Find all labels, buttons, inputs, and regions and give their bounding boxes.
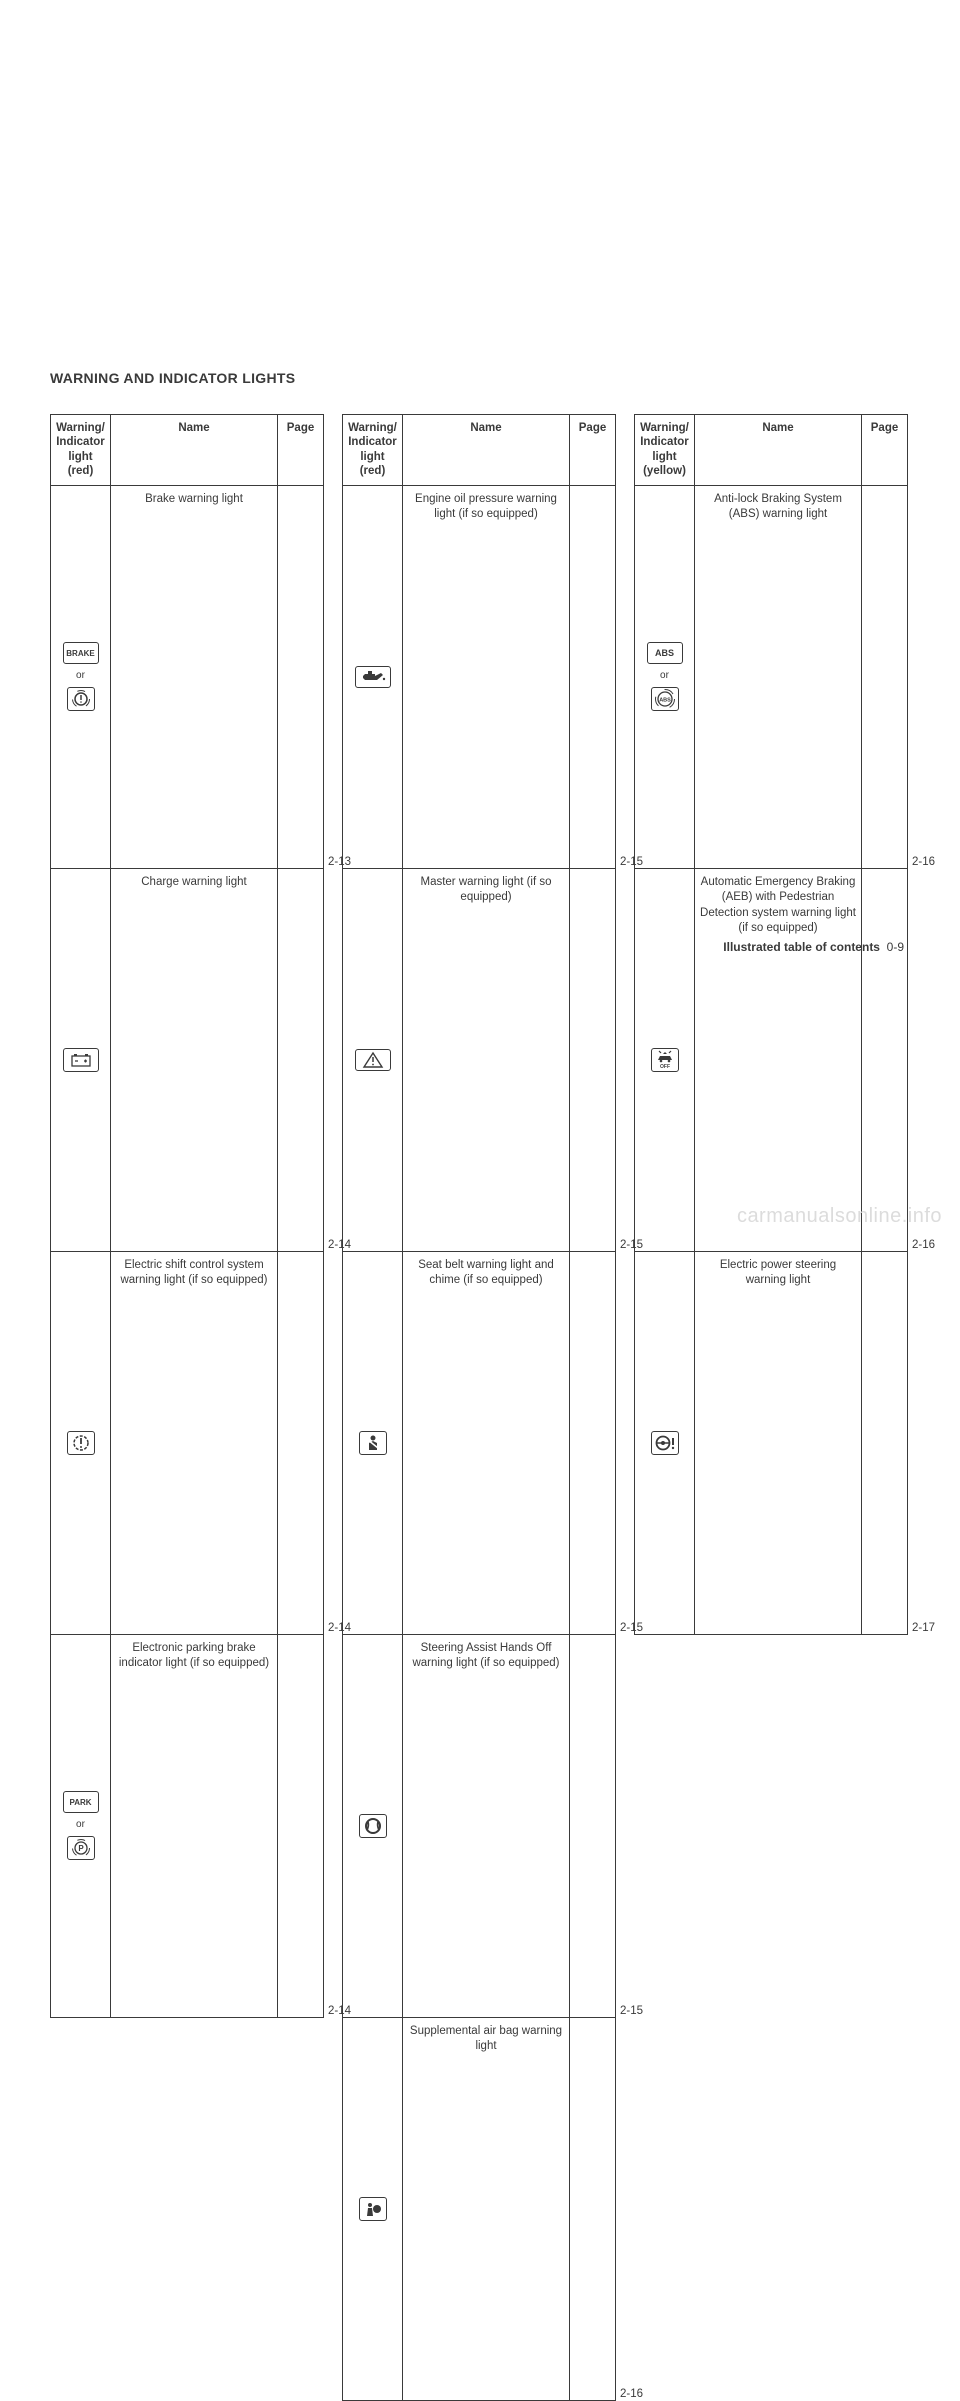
table-row: Electric shift control system warning li… [51, 1251, 324, 1634]
icon-cell [343, 1251, 403, 1634]
table-row: Supplemental air bag warning light 2-16 [343, 2017, 616, 2400]
col-header-page: Page [862, 415, 908, 486]
table-row: Master warning light (if so equipped) 2-… [343, 868, 616, 1251]
warning-name: Electric power steering warning light [695, 1251, 862, 1634]
icon-cell: BRAKE or [51, 485, 111, 868]
warning-name: Supplemental air bag warning light [403, 2017, 570, 2400]
col-header-icon: Warning/ Indicator light (red) [343, 415, 403, 486]
col-header-name: Name [695, 415, 862, 486]
warning-page: 2-14 [278, 1634, 324, 2017]
oil-can-icon [355, 666, 391, 688]
warning-name: Brake warning light [111, 485, 278, 868]
tables-container: Warning/ Indicator light (red) Name Page… [50, 414, 910, 2401]
warning-page: 2-15 [570, 485, 616, 868]
warning-table-red-2: Warning/ Indicator light (red) Name Page… [342, 414, 616, 2401]
warning-name: Charge warning light [111, 868, 278, 1251]
warning-page: 2-15 [570, 1634, 616, 2017]
footer-label: Illustrated table of contents [723, 940, 880, 954]
svg-text:OFF: OFF [660, 1064, 670, 1070]
svg-text:ABS: ABS [659, 698, 671, 704]
warning-table-yellow: Warning/ Indicator light (yellow) Name P… [634, 414, 908, 1635]
aeb-icon: OFF [651, 1048, 679, 1072]
table-row: Steering Assist Hands Off warning light … [343, 1634, 616, 2017]
warning-page: 2-16 [862, 868, 908, 1251]
icon-cell: PARK or P [51, 1634, 111, 2017]
warning-page: 2-13 [278, 485, 324, 868]
icon-cell [635, 1251, 695, 1634]
watermark: carmanualsonline.info [737, 1205, 942, 1228]
col-header-icon: Warning/ Indicator light (yellow) [635, 415, 695, 486]
warning-name: Electric shift control system warning li… [111, 1251, 278, 1634]
seatbelt-icon [359, 1431, 387, 1455]
warning-name: Automatic Emergency Braking (AEB) with P… [695, 868, 862, 1251]
icon-cell [343, 2017, 403, 2400]
icon-cell [343, 868, 403, 1251]
abs-text-icon: ABS [647, 642, 683, 664]
warning-name: Steering Assist Hands Off warning light … [403, 1634, 570, 2017]
park-text-icon: PARK [63, 1791, 99, 1813]
or-label: or [660, 670, 669, 681]
warning-name: Electronic parking brake indicator light… [111, 1634, 278, 2017]
brake-text-icon: BRAKE [63, 642, 99, 664]
svg-text:P: P [78, 1844, 84, 1853]
table-row: Seat belt warning light and chime (if so… [343, 1251, 616, 1634]
col-header-page: Page [570, 415, 616, 486]
warning-page: 2-16 [570, 2017, 616, 2400]
icon-cell: ABS or ABS [635, 485, 695, 868]
park-circle-icon: P [67, 1836, 95, 1860]
table-row: OFF Automatic Emergency Braking (AEB) wi… [635, 868, 908, 1251]
warning-page: 2-17 [862, 1251, 908, 1634]
steering-hands-icon [359, 1814, 387, 1838]
table-row: ABS or ABS Anti-lock Braking System (ABS… [635, 485, 908, 868]
table-row: Engine oil pressure warning light (if so… [343, 485, 616, 868]
airbag-icon [359, 2197, 387, 2221]
shift-warning-icon [67, 1431, 95, 1455]
warning-table-red-1: Warning/ Indicator light (red) Name Page… [50, 414, 324, 2018]
power-steering-icon [651, 1431, 679, 1455]
page-footer: Illustrated table of contents 0-9 [723, 940, 904, 954]
col-header-name: Name [403, 415, 570, 486]
warning-name: Seat belt warning light and chime (if so… [403, 1251, 570, 1634]
or-label: or [76, 670, 85, 681]
warning-page: 2-15 [570, 868, 616, 1251]
master-warning-icon [355, 1049, 391, 1071]
brake-circle-icon [67, 687, 95, 711]
col-header-name: Name [111, 415, 278, 486]
table-row: Charge warning light 2-14 [51, 868, 324, 1251]
table-row: BRAKE or Brake warning light 2-13 [51, 485, 324, 868]
warning-page: 2-16 [862, 485, 908, 868]
icon-cell [51, 868, 111, 1251]
icon-cell [343, 1634, 403, 2017]
icon-cell [343, 485, 403, 868]
table-row: Electric power steering warning light 2-… [635, 1251, 908, 1634]
warning-page: 2-14 [278, 1251, 324, 1634]
manual-page: WARNING AND INDICATOR LIGHTS Warning/ In… [0, 0, 960, 2401]
col-header-icon: Warning/ Indicator light (red) [51, 415, 111, 486]
warning-page: 2-14 [278, 868, 324, 1251]
icon-cell [51, 1251, 111, 1634]
or-label: or [76, 1819, 85, 1830]
col-header-page: Page [278, 415, 324, 486]
battery-icon [63, 1048, 99, 1072]
warning-name: Anti-lock Braking System (ABS) warning l… [695, 485, 862, 868]
footer-page: 0-9 [887, 940, 904, 954]
section-title: WARNING AND INDICATOR LIGHTS [50, 370, 910, 386]
icon-cell: OFF [635, 868, 695, 1251]
warning-page: 2-15 [570, 1251, 616, 1634]
table-row: PARK or P Electronic parking brake indic… [51, 1634, 324, 2017]
warning-name: Master warning light (if so equipped) [403, 868, 570, 1251]
abs-circle-icon: ABS [651, 687, 679, 711]
warning-name: Engine oil pressure warning light (if so… [403, 485, 570, 868]
